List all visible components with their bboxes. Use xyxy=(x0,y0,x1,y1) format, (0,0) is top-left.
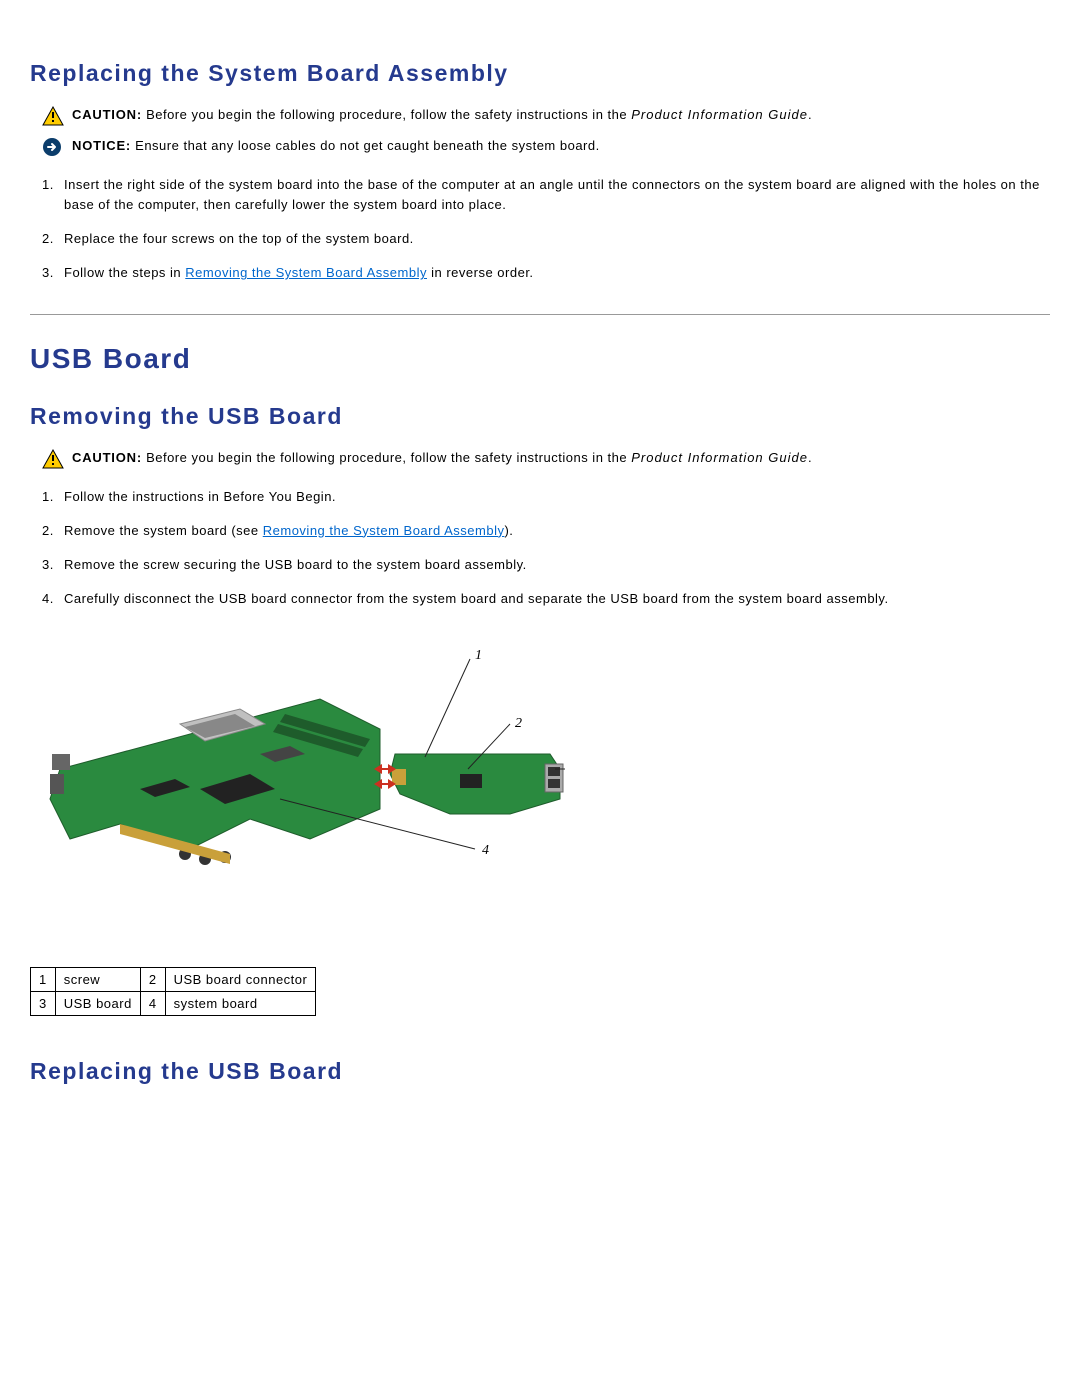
link-removing-system-board-1[interactable]: Removing the System Board Assembly xyxy=(185,265,427,280)
usb-board-shape xyxy=(390,754,563,814)
system-board-shape xyxy=(50,699,380,865)
steps-list-2: Follow the instructions in Before You Be… xyxy=(58,487,1050,610)
heading-replacing-system-board: Replacing the System Board Assembly xyxy=(30,60,1050,87)
callout-3: 3 xyxy=(569,763,570,778)
heading-replacing-usb-board: Replacing the USB Board xyxy=(30,1058,1050,1085)
caution-row-2: CAUTION: Before you begin the following … xyxy=(42,448,1050,469)
notice-text-1: NOTICE: Ensure that any loose cables do … xyxy=(72,136,1050,156)
table-row: 1 screw 2 USB board connector xyxy=(31,968,316,992)
table-row: 3 USB board 4 system board xyxy=(31,992,316,1016)
list-item: Insert the right side of the system boar… xyxy=(58,175,1050,215)
steps-list-1: Insert the right side of the system boar… xyxy=(58,175,1050,284)
heading-usb-board: USB Board xyxy=(30,343,1050,375)
legend-cell: 1 xyxy=(31,968,56,992)
callout-1: 1 xyxy=(475,648,483,663)
list-item: Carefully disconnect the USB board conne… xyxy=(58,589,1050,609)
caution-icon xyxy=(42,449,64,469)
caution-row-1: CAUTION: Before you begin the following … xyxy=(42,105,1050,126)
list-item: Follow the instructions in Before You Be… xyxy=(58,487,1050,507)
list-item: Remove the system board (see Removing th… xyxy=(58,521,1050,541)
notice-icon xyxy=(42,137,64,157)
legend-cell: 2 xyxy=(140,968,165,992)
caution-text-2: CAUTION: Before you begin the following … xyxy=(72,448,1050,468)
legend-cell: USB board connector xyxy=(165,968,316,992)
legend-cell: screw xyxy=(55,968,140,992)
caution-icon xyxy=(42,106,64,126)
legend-cell: USB board xyxy=(55,992,140,1016)
divider xyxy=(30,314,1050,315)
usb-board-diagram: 1 2 3 4 xyxy=(30,639,570,919)
list-item: Remove the screw securing the USB board … xyxy=(58,555,1050,575)
callout-2: 2 xyxy=(515,716,523,731)
legend-cell: 3 xyxy=(31,992,56,1016)
legend-cell: system board xyxy=(165,992,316,1016)
caution-text-1: CAUTION: Before you begin the following … xyxy=(72,105,1050,125)
legend-table: 1 screw 2 USB board connector 3 USB boar… xyxy=(30,967,316,1016)
legend-cell: 4 xyxy=(140,992,165,1016)
link-removing-system-board-2[interactable]: Removing the System Board Assembly xyxy=(263,523,505,538)
notice-row-1: NOTICE: Ensure that any loose cables do … xyxy=(42,136,1050,157)
list-item: Replace the four screws on the top of th… xyxy=(58,229,1050,249)
heading-removing-usb-board: Removing the USB Board xyxy=(30,403,1050,430)
callout-4: 4 xyxy=(482,843,490,858)
list-item: Follow the steps in Removing the System … xyxy=(58,263,1050,283)
